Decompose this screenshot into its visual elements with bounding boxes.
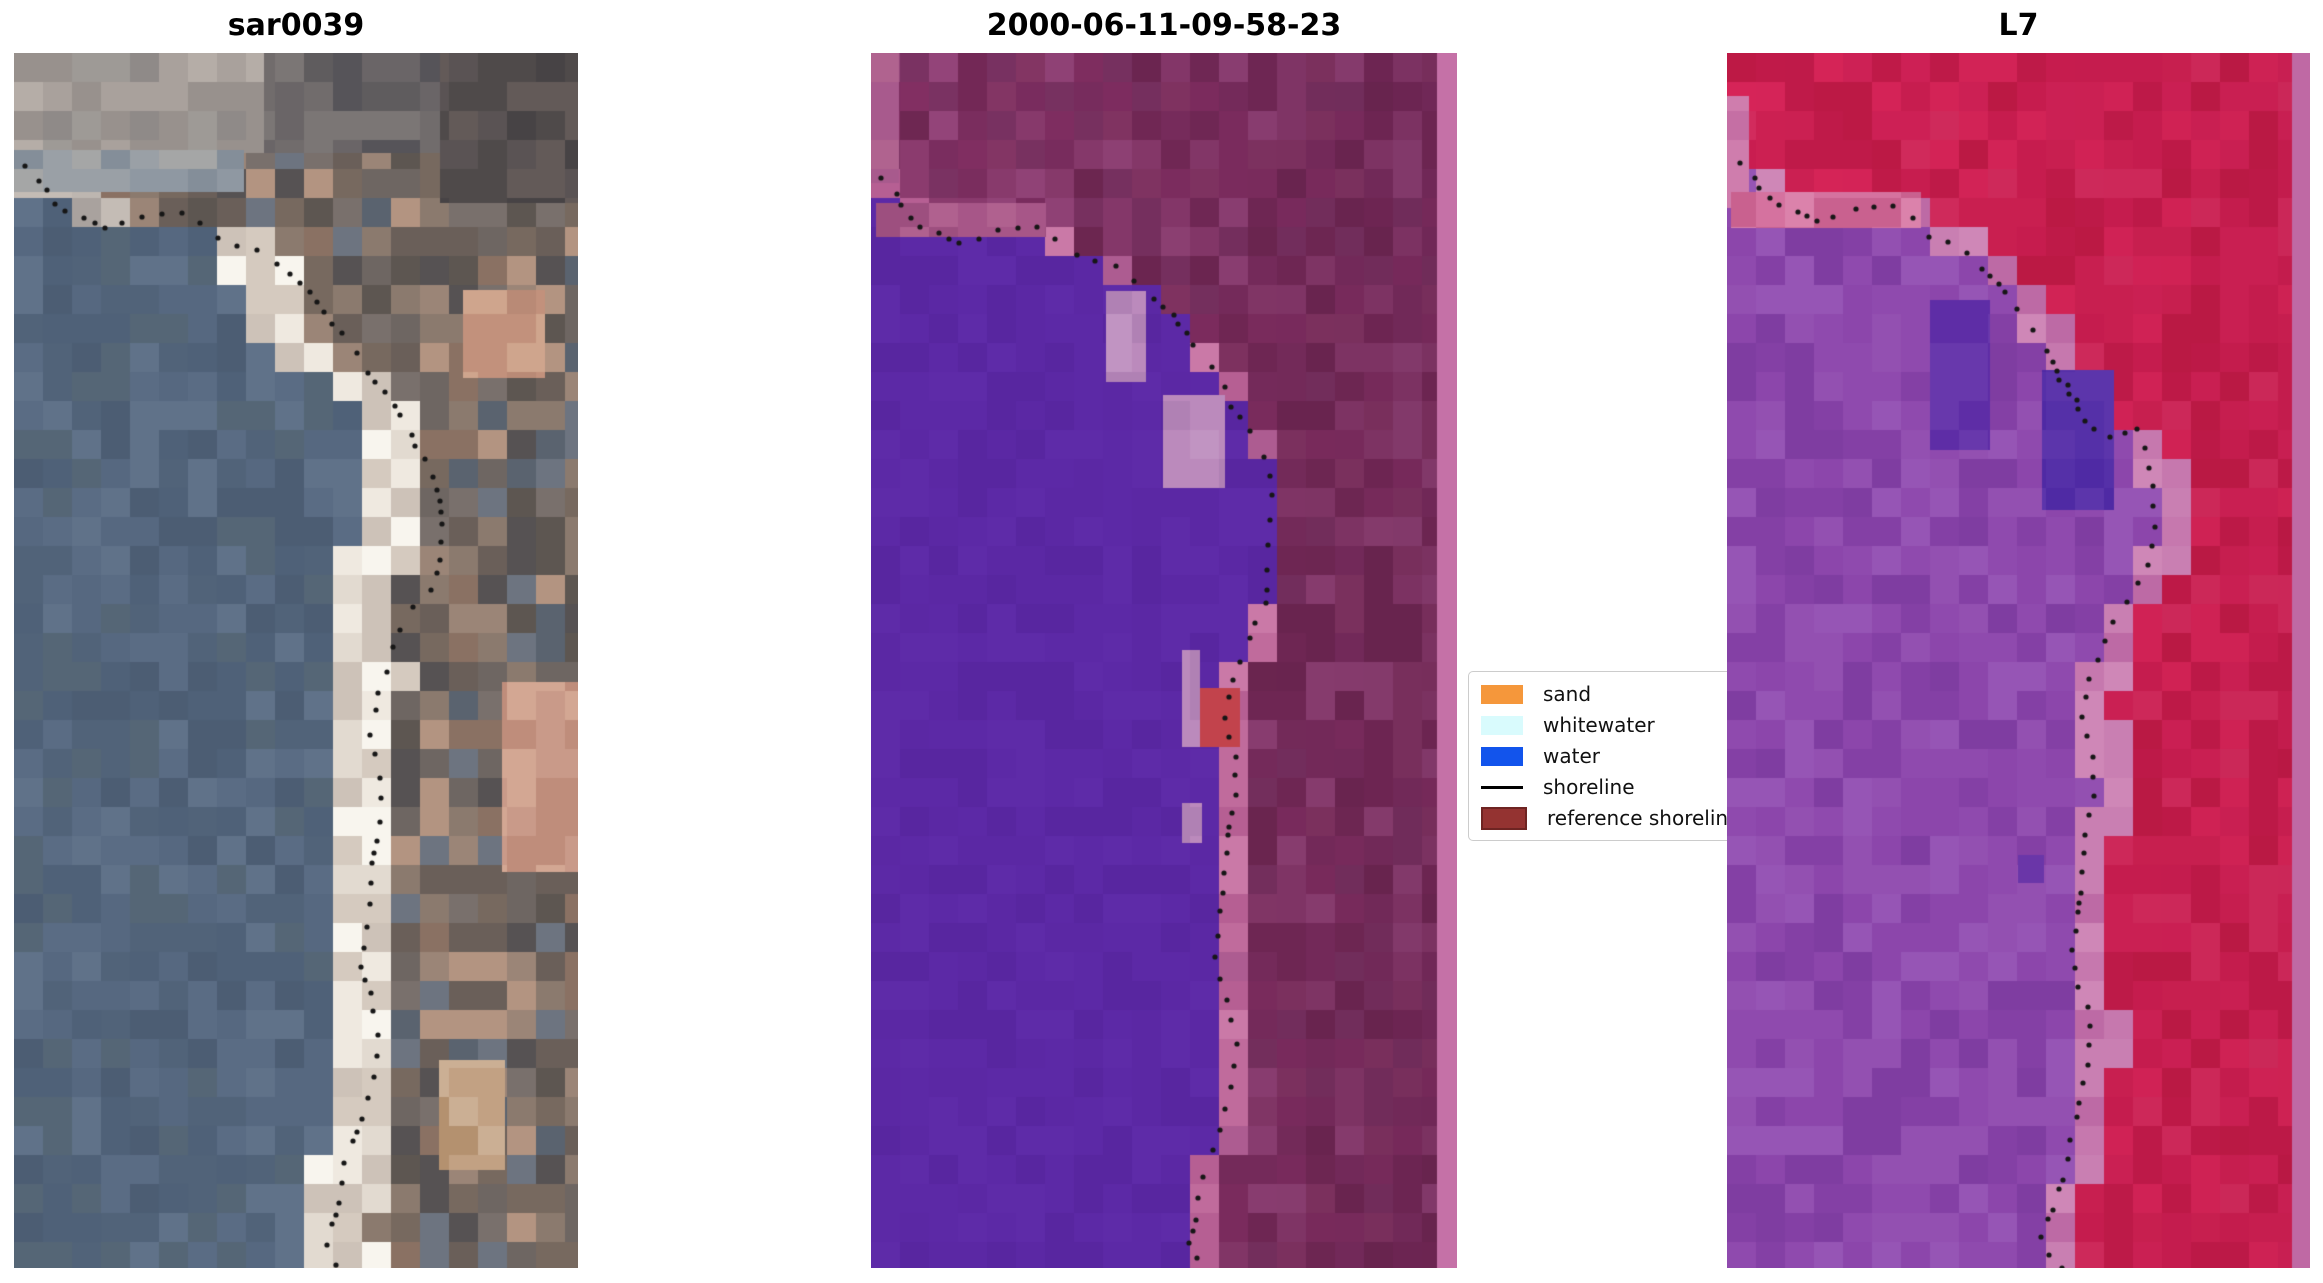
legend-label-whitewater: whitewater (1543, 713, 1655, 737)
legend-item-reference-shoreline: reference shoreline (1481, 805, 1755, 831)
water-color-swatch (1481, 746, 1523, 766)
shoreline-line-swatch (1481, 785, 1523, 789)
legend-item-sand: sand (1481, 681, 1755, 707)
legend-label-sand: sand (1543, 682, 1592, 706)
sand-color-swatch (1481, 684, 1523, 704)
panel-title-l7: L7 (1998, 8, 2039, 43)
legend-item-whitewater: whitewater (1481, 712, 1755, 738)
legend-item-shoreline: shoreline (1481, 774, 1755, 800)
sar-image-canvas (14, 53, 578, 1268)
whitewater-color-swatch (1481, 715, 1523, 735)
legend-item-water: water (1481, 743, 1755, 769)
panel-title-date: 2000-06-11-09-58-23 (986, 8, 1342, 43)
l7-image-canvas (1727, 53, 2310, 1268)
panel-title-sar0039: sar0039 (227, 8, 365, 43)
classification-image-canvas (871, 53, 1457, 1268)
legend-label-water: water (1543, 744, 1600, 768)
reference-shoreline-color-swatch (1481, 806, 1527, 830)
legend: sand whitewater water shoreline referenc… (1468, 671, 1768, 841)
legend-label-shoreline: shoreline (1543, 775, 1635, 799)
legend-label-reference-shoreline: reference shoreline (1547, 806, 1741, 830)
